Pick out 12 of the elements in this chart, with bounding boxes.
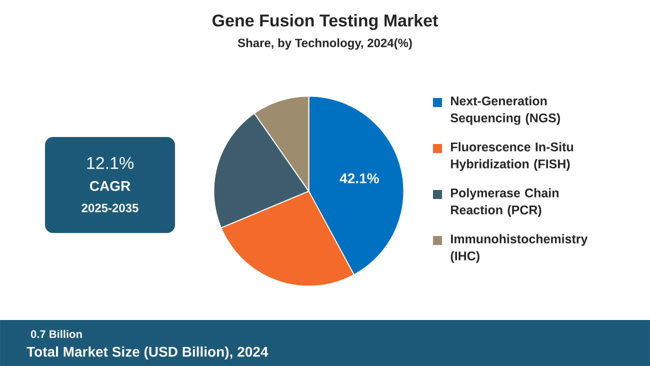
- text: 0.7 Billion: [30, 330, 82, 338]
- legend-label: Next-Generation Sequencing (NGS): [450, 96, 560, 125]
- legend-label: Polymerase Chain Reaction (PCR): [451, 188, 558, 217]
- text: 2025-2035: [82, 204, 138, 212]
- text: CAGR: [90, 181, 130, 191]
- legend-label: Fluorescence In-Situ Hybridization (FISH): [451, 142, 574, 171]
- chart-title: Gene Fusion Testing Market: [212, 14, 438, 30]
- legend-label: Immunohistochemistry (IHC): [450, 234, 588, 263]
- chart-subtitle: Share, by Technology, 2024(%): [238, 38, 412, 50]
- text: Total Market Size (USD Billion), 2024: [26, 346, 268, 360]
- data-label: 42.1%: [340, 173, 379, 184]
- text: 12.1%: [87, 157, 134, 169]
